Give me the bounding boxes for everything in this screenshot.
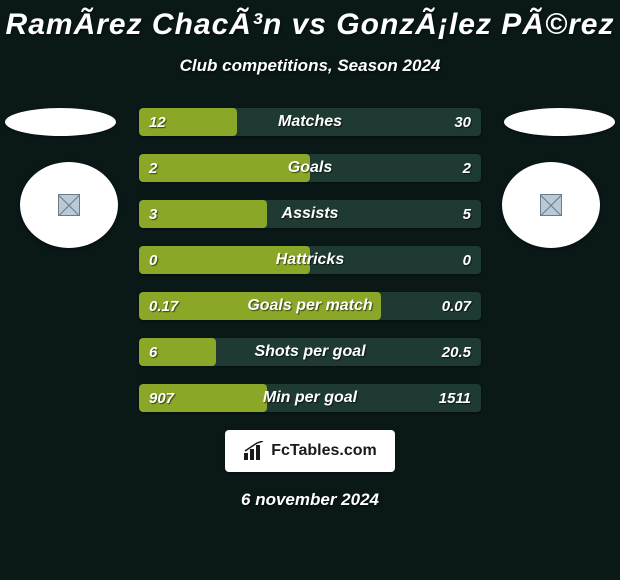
stat-label: Min per goal	[139, 384, 481, 412]
stat-row: 35Assists	[139, 200, 481, 228]
stat-row: 0.170.07Goals per match	[139, 292, 481, 320]
stat-row: 1230Matches	[139, 108, 481, 136]
stat-row: 22Goals	[139, 154, 481, 182]
stat-row: 00Hattricks	[139, 246, 481, 274]
stat-bar-bg: 00Hattricks	[139, 246, 481, 274]
stat-bar-bg: 35Assists	[139, 200, 481, 228]
stat-row: 620.5Shots per goal	[139, 338, 481, 366]
player-photo-right	[502, 162, 600, 248]
stat-label: Assists	[139, 200, 481, 228]
team-logo-slot-left	[5, 108, 116, 136]
content-area: 1230Matches 22Goals 35Assists 00Hattricks 0.…	[0, 108, 620, 510]
page-title: RamÃ­rez ChacÃ³n vs GonzÃ¡lez PÃ©rez	[0, 0, 620, 42]
logo-text: FcTables.com	[271, 442, 377, 460]
stat-label: Goals	[139, 154, 481, 182]
photo-placeholder-icon	[540, 194, 562, 216]
stat-label: Goals per match	[139, 292, 481, 320]
stat-bar-bg: 9071511Min per goal	[139, 384, 481, 412]
bars-icon	[243, 441, 267, 461]
team-logo-slot-right	[504, 108, 615, 136]
stat-row: 9071511Min per goal	[139, 384, 481, 412]
fctables-logo: FcTables.com	[225, 430, 395, 472]
subtitle: Club competitions, Season 2024	[0, 42, 620, 76]
stat-label: Matches	[139, 108, 481, 136]
photo-placeholder-icon	[58, 194, 80, 216]
stat-bars: 1230Matches 22Goals 35Assists 00Hattricks 0.…	[139, 108, 481, 412]
date-text: 6 november 2024	[0, 490, 620, 510]
stat-label: Hattricks	[139, 246, 481, 274]
stat-label: Shots per goal	[139, 338, 481, 366]
stat-bar-bg: 22Goals	[139, 154, 481, 182]
player-photo-left	[20, 162, 118, 248]
stat-bar-bg: 620.5Shots per goal	[139, 338, 481, 366]
stat-bar-bg: 0.170.07Goals per match	[139, 292, 481, 320]
stat-bar-bg: 1230Matches	[139, 108, 481, 136]
